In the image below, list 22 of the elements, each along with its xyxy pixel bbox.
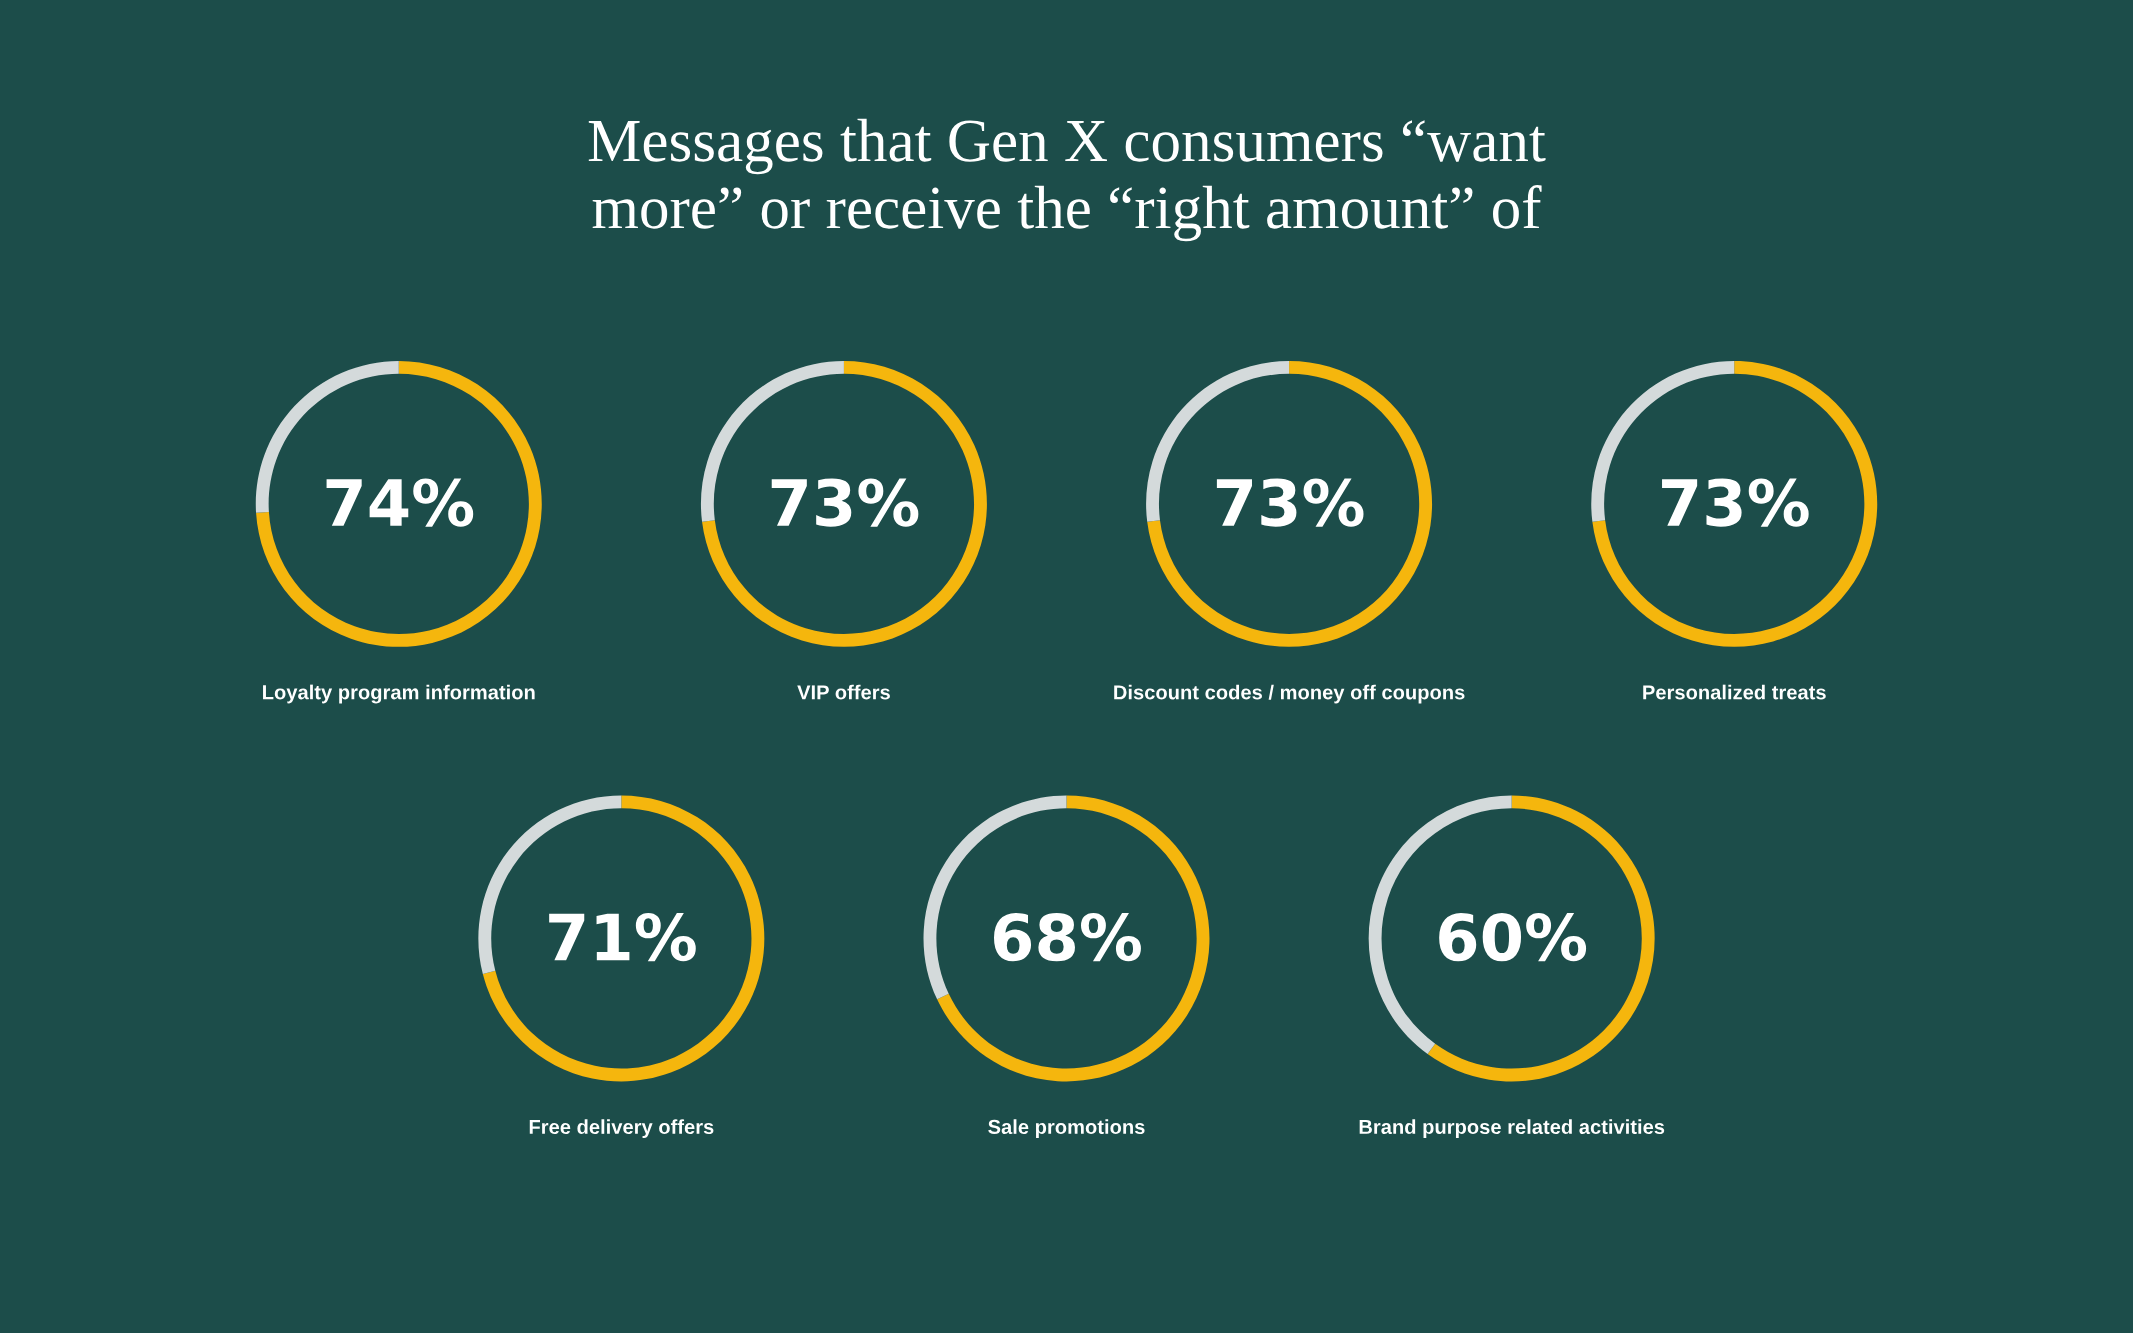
donut-slice [482, 795, 765, 1082]
data-label: 73% [771, 478, 919, 527]
text: Personalized treats [1643, 684, 1826, 700]
data-label: 74% [326, 478, 474, 527]
text: Loyalty program information [263, 684, 535, 704]
text: VIP offers [797, 684, 890, 700]
text: Discount codes / money off coupons [1114, 684, 1465, 704]
data-label: 68% [994, 912, 1141, 962]
data-label: 60% [1439, 912, 1587, 962]
text: Messages that Gen X consumers “want more” or receive the “right amount” of [588, 118, 1546, 242]
data-label: 73% [1662, 478, 1809, 527]
donut-slice [702, 360, 987, 647]
text: Free delivery offers [529, 1119, 714, 1138]
donut-slice [1147, 360, 1433, 647]
data-label: 71% [549, 912, 696, 962]
donut-slice [1427, 795, 1655, 1082]
donut-slice [937, 795, 1210, 1082]
data-label: 73% [1216, 478, 1364, 527]
donut-slice [256, 360, 542, 647]
text: Brand purpose related activities [1359, 1119, 1665, 1138]
text: Sale promotions [988, 1119, 1145, 1138]
donut-slice [1592, 360, 1878, 647]
